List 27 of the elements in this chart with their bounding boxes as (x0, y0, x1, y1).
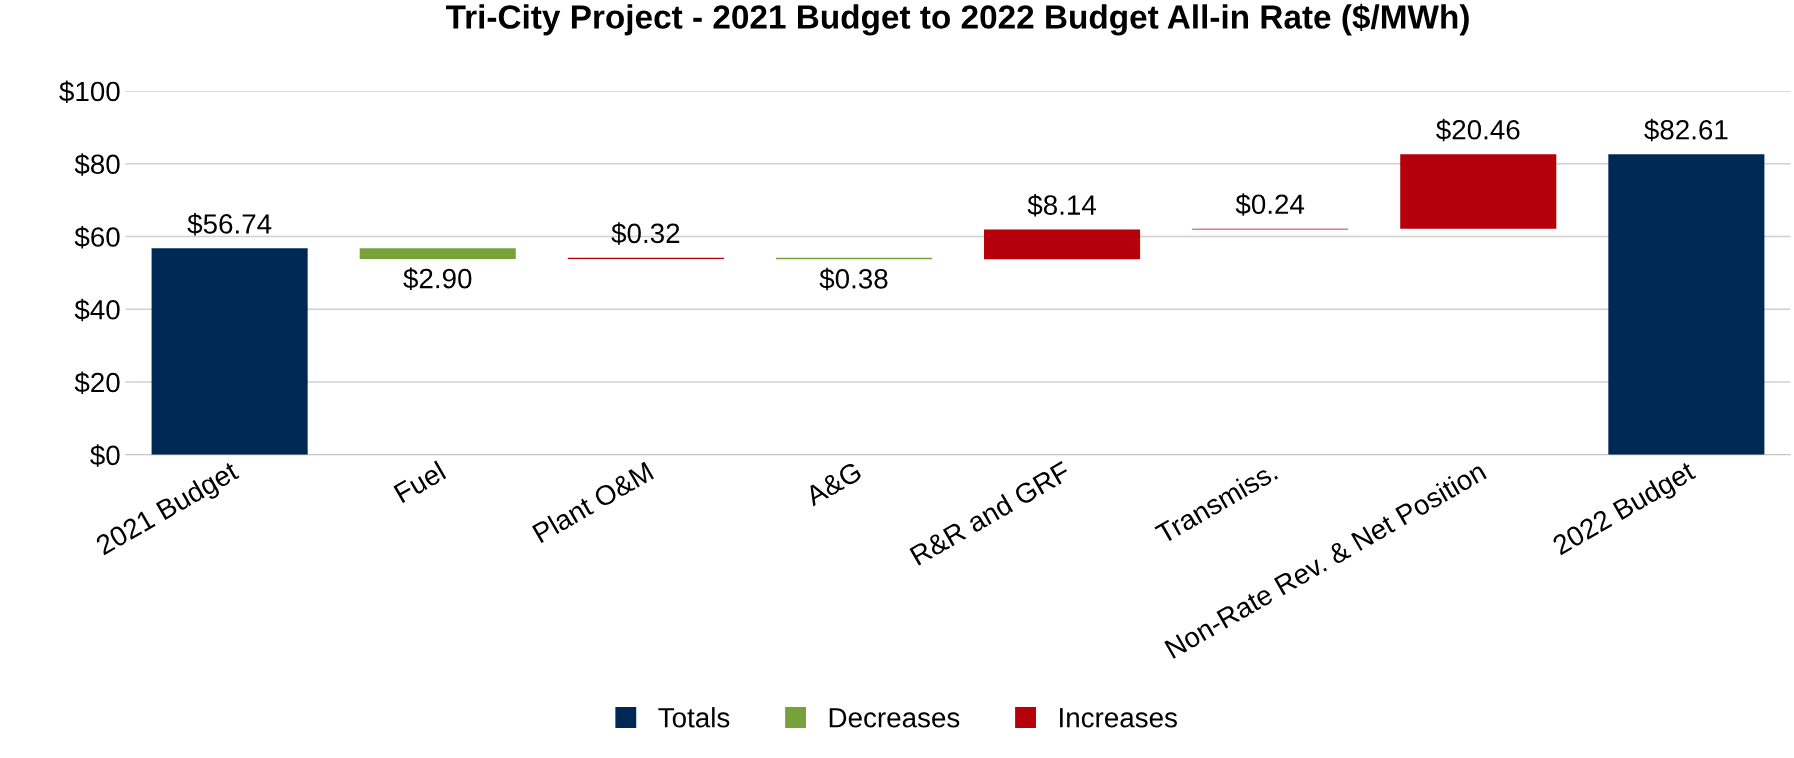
data-label: $0.38 (819, 267, 888, 291)
data-label: $8.14 (1027, 194, 1096, 217)
legend-label: Increases (1060, 708, 1177, 728)
legend-label: Decreases (829, 708, 960, 728)
y-tick-label: $0 (90, 444, 120, 467)
data-label: $20.46 (1436, 118, 1520, 142)
x-tick-label: Plant O&M (531, 460, 655, 544)
y-tick-label: $20 (74, 371, 120, 395)
data-label: $82.61 (1644, 118, 1728, 142)
x-tick-label: R&R and GRF (908, 460, 1072, 566)
data-label: $2.90 (403, 267, 472, 291)
data-label: $0.24 (1235, 193, 1305, 216)
y-tick-label: $100 (59, 80, 120, 103)
bar (984, 229, 1141, 260)
y-tick-label: $80 (74, 153, 120, 176)
bar (1608, 154, 1765, 455)
bar (151, 248, 308, 455)
data-label: $0.32 (611, 222, 680, 245)
bar (359, 248, 516, 259)
chart-title: Tri-City Project - 2021 Budget to 2022 Budget All-in Rate ($/MWh) (446, 3, 1469, 36)
bar (1400, 154, 1557, 229)
y-tick-label: $40 (74, 298, 120, 322)
y-tick-label: $60 (74, 226, 120, 249)
legend-label: Totals (658, 707, 730, 728)
data-label: $56.74 (187, 212, 272, 236)
x-tick-label: A&G (803, 461, 863, 507)
x-tick-label: Fuel (392, 460, 447, 504)
